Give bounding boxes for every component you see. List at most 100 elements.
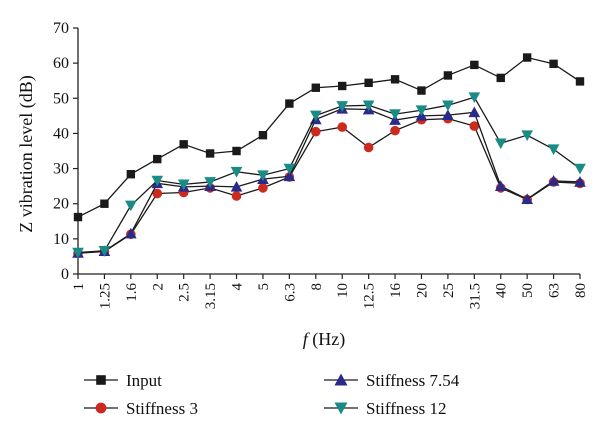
series-line (77, 56, 581, 218)
data-point (230, 166, 243, 178)
data-point (258, 183, 268, 193)
data-point (311, 83, 320, 92)
y-tick-label: 50 (53, 90, 69, 107)
x-tick-label: 1 (71, 283, 87, 291)
series-line (77, 108, 581, 254)
legend-label: Stiffness 12 (366, 399, 446, 418)
data-point (496, 73, 505, 83)
data-point (73, 212, 83, 222)
legend-label: Stiffness 3 (126, 399, 198, 418)
x-tick-label: 5 (256, 283, 272, 291)
data-point (390, 125, 400, 136)
data-point (230, 181, 243, 192)
x-axis-title-unit: (Hz) (308, 329, 345, 350)
x-tick-label: 6.3 (282, 283, 298, 302)
legend-marker (334, 373, 348, 386)
data-point (364, 78, 373, 88)
data-point (442, 109, 454, 120)
data-point (494, 180, 507, 191)
data-point (151, 175, 164, 187)
y-tick-label: 40 (53, 125, 69, 142)
data-point (179, 140, 188, 149)
x-tick-label: 8 (309, 283, 325, 291)
data-point (153, 154, 162, 164)
data-point (390, 75, 400, 84)
y-tick-label: 30 (53, 161, 69, 178)
data-point (177, 179, 190, 191)
data-point (443, 71, 453, 80)
legend: Input Stiffness 3 Stiffness 7.54 Stiffness … (84, 371, 460, 418)
data-point (521, 130, 533, 142)
data-point (468, 106, 481, 118)
x-axis-title-variable: f (303, 329, 311, 349)
data-point (258, 130, 268, 140)
y-tick-label: 20 (53, 196, 69, 213)
data-point (415, 105, 428, 117)
x-tick-label: 20 (414, 283, 430, 298)
x-tick-label: 2.5 (177, 283, 193, 302)
data-point (125, 227, 137, 239)
x-tick-label: 1.25 (97, 283, 113, 309)
x-tick-label: 31.5 (467, 283, 483, 309)
legend-marker (334, 402, 348, 415)
data-point (309, 110, 322, 122)
data-point (575, 77, 585, 86)
y-tick-label: 0 (61, 266, 69, 283)
legend-item: Stiffness 3 (84, 399, 198, 418)
series-line (77, 96, 581, 254)
x-tick-label: 16 (388, 283, 404, 299)
legend-item: Stiffness 7.54 (324, 371, 460, 390)
data-point (98, 245, 111, 257)
y-tick-label: 70 (53, 20, 69, 37)
data-point (574, 176, 586, 187)
data-point (231, 191, 242, 201)
data-point (547, 175, 560, 186)
data-point (338, 81, 347, 91)
legend-item: Stiffness 12 (324, 399, 446, 418)
data-point (494, 138, 507, 150)
series-stiffness-3 (73, 113, 585, 259)
data-point (417, 86, 426, 95)
legend-label: Stiffness 7.54 (366, 371, 460, 390)
series-stiffness-7-54 (72, 102, 586, 258)
y-axis-title: Z vibration level (dB) (16, 75, 37, 232)
y-tick-label: 60 (53, 55, 69, 72)
x-tick-label: 40 (494, 283, 510, 298)
data-point (337, 122, 348, 132)
x-axis-ticks: 1 1.25 1.6 2 2.5 3.15 4 5 6.3 8 10 12.5 16 20 25 31.5 40… (71, 274, 589, 309)
x-tick-label: 80 (573, 283, 589, 298)
x-tick-label: 2 (150, 283, 166, 291)
legend-marker (96, 375, 106, 385)
x-tick-label: 4 (230, 283, 246, 291)
data-point (547, 144, 560, 156)
data-point (574, 163, 586, 175)
data-point (468, 92, 481, 104)
data-point (257, 170, 269, 182)
x-tick-label: 50 (520, 283, 536, 298)
data-point (125, 200, 137, 212)
data-point (362, 100, 375, 112)
legend-marker (95, 402, 107, 414)
y-axis-ticks: 0 10 20 30 40 50 60 70 (53, 20, 78, 283)
x-axis-title: f (Hz) (303, 329, 346, 350)
data-point (285, 99, 294, 108)
data-point (470, 60, 479, 70)
legend-label: Input (126, 371, 162, 390)
data-point (100, 199, 109, 208)
data-point (126, 169, 136, 179)
series-stiffness-12 (72, 92, 586, 259)
data-point (72, 247, 84, 259)
data-point (152, 188, 163, 199)
data-point (389, 109, 401, 120)
data-point (204, 177, 216, 188)
data-point (283, 163, 296, 175)
x-tick-label: 25 (441, 283, 457, 298)
data-point (521, 193, 533, 204)
data-point (283, 170, 296, 182)
data-point (336, 101, 349, 112)
x-tick-label: 3.15 (203, 283, 219, 309)
data-point (522, 53, 532, 62)
data-point (232, 146, 241, 156)
data-point (363, 142, 374, 153)
